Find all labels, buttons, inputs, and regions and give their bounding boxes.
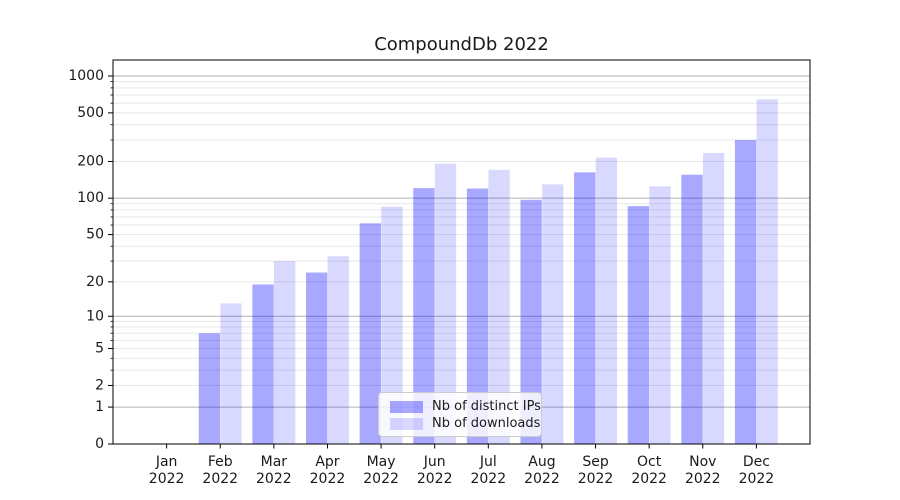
legend-swatch-downloads: [390, 417, 423, 430]
xtick-label-month-may-2022: May: [367, 454, 396, 470]
xtick-label-month-jul-2022: Jul: [479, 454, 497, 470]
xtick-label-month-aug-2022: Aug: [528, 454, 555, 470]
ytick-label-0: 0: [95, 436, 104, 452]
xtick-label-year-dec-2022: 2022: [739, 471, 775, 487]
bar-nb-of-distinct-ips-nov-2022: [681, 174, 703, 444]
xtick-label-year-mar-2022: 2022: [256, 471, 292, 487]
legend-label-distinct-ips: Nb of distinct IPs: [432, 399, 541, 414]
xtick-label-month-feb-2022: Feb: [208, 454, 233, 470]
bar-nb-of-distinct-ips-feb-2022: [198, 333, 221, 444]
ytick-label-5: 5: [95, 341, 104, 357]
legend-item-distinct-ips: Nb of distinct IPs: [390, 399, 541, 414]
xtick-label-month-jan-2022: Jan: [155, 454, 178, 470]
xtick-label-month-oct-2022: Oct: [637, 454, 662, 470]
bar-nb-of-downloads-sep-2022: [595, 157, 617, 444]
xtick-label-month-mar-2022: Mar: [261, 454, 288, 470]
bar-nb-of-downloads-dec-2022: [756, 99, 778, 445]
xtick-label-year-jun-2022: 2022: [417, 471, 453, 487]
bar-nb-of-distinct-ips-apr-2022: [306, 272, 328, 444]
ytick-label-500: 500: [77, 105, 104, 121]
bar-nb-of-downloads-jul-2022: [488, 169, 510, 444]
xtick-label-year-nov-2022: 2022: [685, 471, 721, 487]
bar-nb-of-downloads-nov-2022: [702, 152, 725, 444]
xtick-label-year-apr-2022: 2022: [310, 471, 346, 487]
plot-frame: [112, 59, 811, 445]
xtick-label-month-nov-2022: Nov: [689, 454, 716, 470]
xtick-label-year-sep-2022: 2022: [578, 471, 614, 487]
xtick-label-year-jan-2022: 2022: [149, 471, 185, 487]
bar-nb-of-downloads-mar-2022: [273, 261, 296, 444]
bar-nb-of-distinct-ips-dec-2022: [734, 140, 757, 444]
bar-nb-of-distinct-ips-sep-2022: [574, 172, 596, 444]
ytick-label-2: 2: [95, 377, 104, 393]
bar-nb-of-downloads-may-2022: [381, 206, 403, 444]
ytick-label-100: 100: [77, 190, 104, 206]
legend-item-downloads: Nb of downloads: [390, 416, 540, 431]
bar-nb-of-downloads-apr-2022: [327, 256, 349, 444]
bar-nb-of-distinct-ips-aug-2022: [520, 199, 542, 444]
legend-swatch-distinct-ips: [390, 400, 423, 413]
bar-nb-of-downloads-aug-2022: [542, 184, 564, 444]
xtick-label-year-jul-2022: 2022: [470, 471, 506, 487]
chart-title: CompoundDb 2022: [374, 34, 549, 55]
ytick-label-10: 10: [86, 308, 104, 324]
bar-nb-of-distinct-ips-jun-2022: [413, 188, 435, 444]
xtick-label-year-oct-2022: 2022: [631, 471, 667, 487]
bar-nb-of-distinct-ips-mar-2022: [252, 284, 274, 444]
bar-nb-of-downloads-oct-2022: [649, 186, 671, 444]
xtick-label-month-dec-2022: Dec: [743, 454, 770, 470]
ytick-label-50: 50: [86, 227, 104, 243]
ytick-label-1000: 1000: [68, 68, 104, 84]
xtick-label-month-jun-2022: Jun: [423, 454, 446, 470]
bar-nb-of-downloads-jun-2022: [434, 163, 457, 444]
bar-nb-of-distinct-ips-oct-2022: [627, 206, 650, 444]
xtick-label-year-feb-2022: 2022: [202, 471, 238, 487]
bar-nb-of-downloads-feb-2022: [220, 303, 242, 444]
xtick-label-month-sep-2022: Sep: [582, 454, 609, 470]
bar-nb-of-distinct-ips-may-2022: [359, 223, 381, 444]
xtick-label-month-apr-2022: Apr: [315, 454, 339, 470]
ytick-label-20: 20: [86, 274, 104, 290]
legend-label-downloads: Nb of downloads: [432, 416, 541, 431]
ytick-label-1: 1: [95, 399, 104, 415]
legend: Nb of distinct IPs Nb of downloads: [378, 392, 542, 437]
xtick-label-year-may-2022: 2022: [363, 471, 399, 487]
ytick-label-200: 200: [77, 154, 104, 170]
bar-nb-of-distinct-ips-jul-2022: [466, 188, 489, 444]
xtick-label-year-aug-2022: 2022: [524, 471, 560, 487]
